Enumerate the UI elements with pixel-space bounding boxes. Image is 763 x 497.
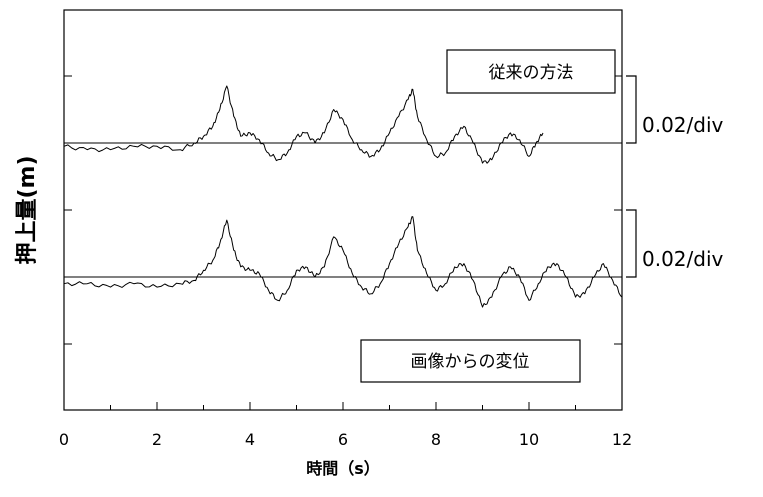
- series-line-image: [63, 216, 623, 308]
- legend-label-conventional: 従来の方法: [489, 63, 574, 83]
- x-axis-title: 時間（s）: [306, 459, 380, 478]
- series-line-conventional: [63, 85, 544, 164]
- x-tick-label: 2: [152, 430, 162, 449]
- x-tick-label: 6: [338, 430, 348, 449]
- x-ticks: [63, 402, 623, 410]
- y-axis-title: 押上量(m): [14, 155, 40, 264]
- x-tick-label: 4: [245, 430, 255, 449]
- x-tick-label: 12: [612, 430, 632, 449]
- y-ticks-left: [64, 75, 72, 345]
- legend-box-conventional: [446, 49, 616, 94]
- x-tick-labels: 0 2 4 6 8 10 12: [59, 430, 632, 449]
- series-group: [63, 85, 623, 308]
- scale-bracket-upper: [626, 75, 637, 144]
- x-tick-label: 10: [519, 430, 539, 449]
- y-ticks-right: [614, 75, 622, 345]
- legend-label-image: 画像からの変位: [411, 352, 530, 372]
- scale-label-lower: 0.02/div: [642, 247, 724, 271]
- x-tick-label: 0: [59, 430, 69, 449]
- scale-label-upper: 0.02/div: [642, 113, 724, 137]
- x-tick-label: 8: [431, 430, 441, 449]
- scale-bracket-lower: [626, 209, 637, 278]
- legend-box-image: [360, 339, 581, 383]
